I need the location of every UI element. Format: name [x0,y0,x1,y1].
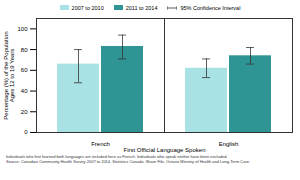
svg-text:0: 0 [24,129,28,135]
html-text:Source: Canadian Community Hea: Source: Canadian Community Health Survey… [6,159,251,164]
svg-text:English: English [219,141,239,147]
html-text:Individuals who first learned: Individuals who first learned both langu… [6,154,228,159]
svg-text:Percentage (%) of the Populati: Percentage (%) of the PopulationAges 12 … [3,31,15,119]
svg-text:100: 100 [17,26,28,32]
svg-text:French: French [91,141,110,147]
svg-text:80: 80 [21,47,28,53]
svg-text:20: 20 [21,109,28,115]
svg-text:First Official Language Spoken: First Official Language Spoken [124,147,206,153]
svg-text:60: 60 [21,67,28,73]
html-text:95% Confidence Interval: 95% Confidence Interval [180,4,241,11]
html-text:2011 to 2014: 2011 to 2014 [125,4,158,11]
svg-text:40: 40 [21,88,28,94]
html-text:2007 to 2010: 2007 to 2010 [71,4,104,11]
